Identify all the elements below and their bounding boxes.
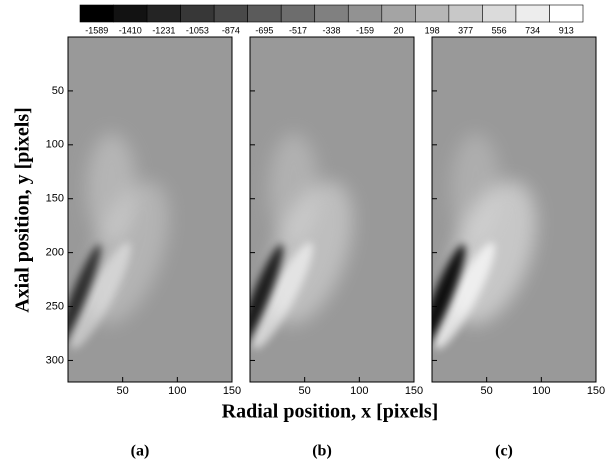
colorbar-swatch [314,4,349,23]
colorbar-label: -1589 [85,25,108,35]
bright-region [268,132,319,243]
colorbar-swatch [448,4,483,23]
panel-label: (c) [495,443,513,460]
x-tick-label: 150 [223,385,241,397]
colorbar-label: -1053 [186,25,209,35]
bright-core [70,242,131,350]
x-axis-label: Radial position, x [pixels] [222,401,439,423]
dark-streak [432,244,466,347]
colorbar-swatch [415,4,450,23]
panel-frame [67,36,233,383]
colorbar-label: 556 [492,25,507,35]
x-tick-label: 100 [168,385,186,397]
colorbar-label: -874 [222,25,240,35]
panel-frame [431,36,597,383]
dark-streak [250,244,283,347]
y-tick-label: 150 [46,193,64,205]
colorbar-label: 198 [425,25,440,35]
colorbar-swatch [280,4,316,23]
x-tick-label: 100 [532,385,550,397]
y-tick-label: 100 [46,139,64,151]
bright-region [450,132,501,243]
x-tick-label: 50 [299,385,311,397]
colorbar-swatch [247,4,282,23]
x-tick-label: 50 [481,385,493,397]
panel-frame [249,36,415,383]
colorbar-swatch [146,4,181,23]
colorbar-label: 734 [525,25,540,35]
bright-region [86,132,137,243]
panel: 50 100 150 (b) [249,36,423,460]
x-tick-label: 150 [405,385,423,397]
colorbar-swatch [549,4,584,23]
colorbar-label: -517 [289,25,307,35]
x-tick-label: 100 [350,385,368,397]
bright-core [252,242,313,350]
colorbar-label: 913 [559,25,574,35]
colorbar-label: -338 [322,25,340,35]
field [250,132,353,350]
field [68,132,169,350]
colorbar-swatch [515,4,550,23]
colorbar-label: 20 [394,25,404,35]
field [432,132,537,350]
y-tick-label: 50 [52,85,64,97]
colorbar-label: -1231 [152,25,175,35]
x-tick-label: 150 [587,385,605,397]
colorbar-swatch [482,4,517,23]
panel-label: (b) [312,443,332,460]
colorbar-swatch [113,4,148,23]
x-tick-label: 50 [117,385,129,397]
colorbar-label: -1410 [119,25,142,35]
colorbar-label: -159 [356,25,374,35]
colorbar-swatch [79,4,114,23]
colorbar-swatch [180,4,215,23]
panel: 50 100 150 (c) [431,36,605,460]
colorbar-swatch [213,4,248,23]
panel-label: (a) [131,443,150,460]
colorbar-swatch [347,4,383,23]
y-axis-label: Axial position, y [pixels] [12,107,34,313]
panel: 50 100 150 50 100 150 200 250 300 (a) [46,36,241,460]
y-tick-label: 300 [46,354,64,366]
colorbar-label: 377 [458,25,473,35]
colorbar-label: -695 [255,25,273,35]
y-tick-label: 250 [46,300,64,312]
y-tick-label: 200 [46,247,64,259]
bright-core [434,242,495,350]
colorbar-swatch [381,4,416,23]
